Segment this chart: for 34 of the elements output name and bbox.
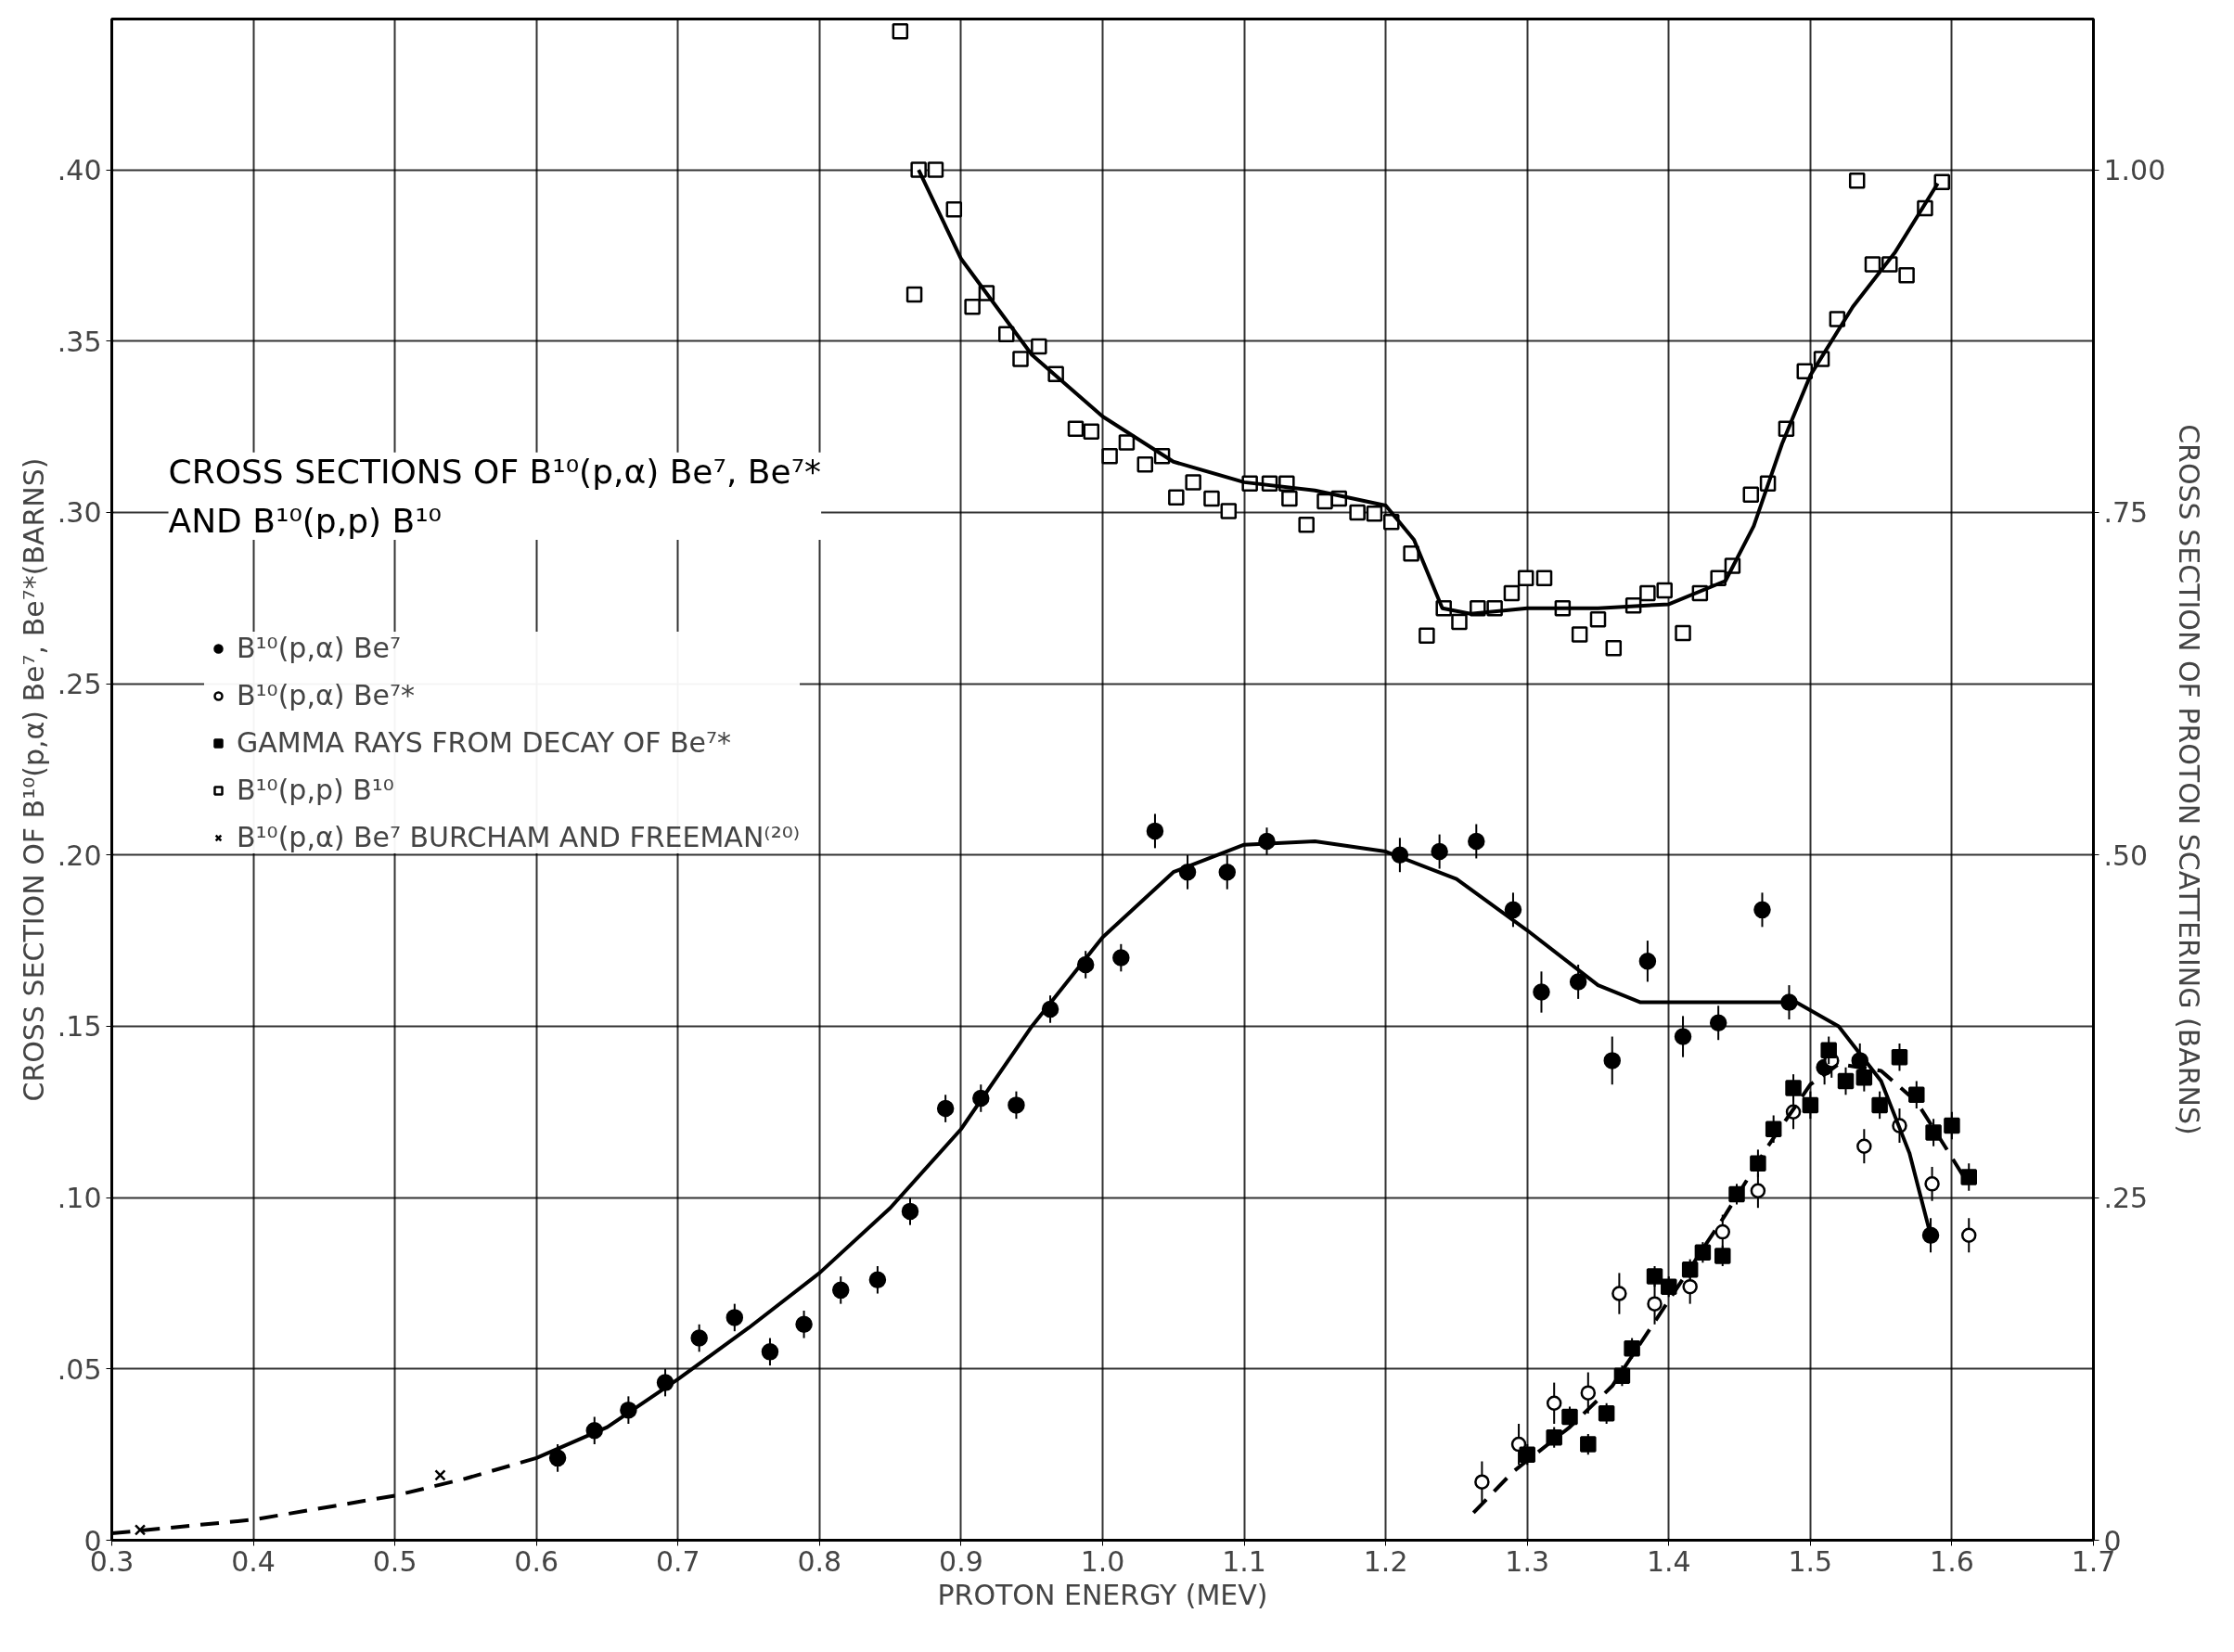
y-tick-label: .10	[57, 1182, 102, 1215]
y-tick-label: .05	[57, 1352, 102, 1386]
text: CROSS SECTIONS OF B¹⁰(p,α) Be⁷, Be⁷* AND B¹⁰(p,p) B¹⁰	[168, 452, 822, 540]
x-tick-label: 1.1	[1222, 1544, 1266, 1578]
legend-label: B¹⁰(p,p) B¹⁰	[237, 774, 394, 806]
legend-label: GAMMA RAYS FROM DECAY OF Be⁷*	[237, 726, 731, 759]
legend-label: B¹⁰(p,α) Be⁷ BURCHAM AND FREEMAN⁽²⁰⁾	[237, 821, 801, 853]
x-axis-title: PROTON ENERGY (MEV)	[937, 1578, 1268, 1611]
y-tick-label: .40	[57, 154, 102, 187]
y-tick-label: .35	[57, 325, 102, 358]
y-tick-label: .15	[57, 1010, 102, 1044]
x-tick-label: 0.6	[514, 1544, 559, 1578]
x-tick-label: 1.4	[1646, 1544, 1691, 1578]
y2-tick-label: .25	[2103, 1182, 2149, 1215]
x-tick-label: 0.4	[231, 1544, 276, 1578]
y2-axis-title: CROSS SECTION OF PROTON SCATTERING (BARNS)	[2173, 424, 2206, 1135]
x-tick-label: 1.3	[1505, 1544, 1550, 1578]
y-tick-label: .30	[57, 496, 102, 530]
x-tick-label: 0.8	[797, 1544, 842, 1578]
y-tick-label: .25	[57, 668, 102, 701]
y2-tick-label: .50	[2103, 839, 2149, 872]
legend-label: B¹⁰(p,α) Be⁷	[237, 632, 401, 664]
legend-label: B¹⁰(p,α) Be⁷*	[237, 679, 415, 711]
y-tick-label: .20	[57, 839, 102, 872]
y2-tick-label: 1.00	[2103, 154, 2166, 187]
x-tick-label: 0.9	[939, 1544, 983, 1578]
x-tick-label: 0.5	[372, 1544, 417, 1578]
x-tick-label: 0.7	[655, 1544, 700, 1578]
x-tick-label: 1.2	[1363, 1544, 1408, 1578]
y-axis-title: CROSS SECTION OF B¹⁰(p,α) Be⁷, Be⁷*(BARNS)	[17, 457, 50, 1102]
x-tick-label: 1.5	[1788, 1544, 1833, 1578]
x-tick-label: 1.6	[1930, 1544, 1974, 1578]
y2-tick-label: .75	[2103, 496, 2149, 530]
x-tick-label: 1.0	[1080, 1544, 1125, 1578]
